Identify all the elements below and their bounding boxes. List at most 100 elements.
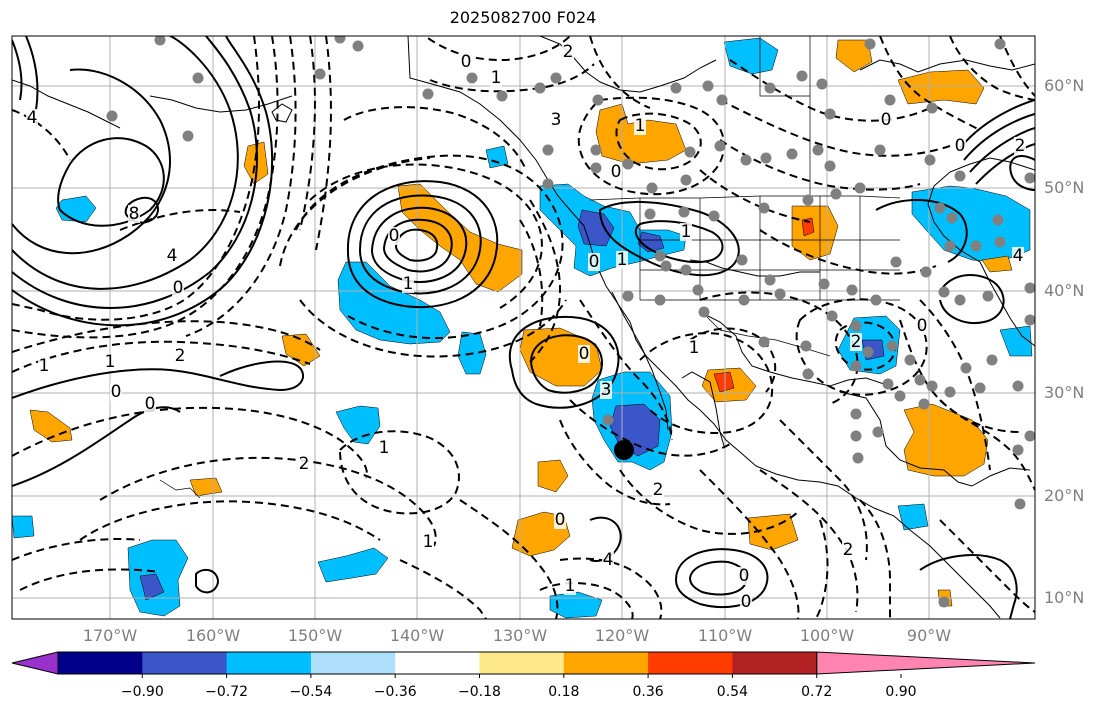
station-marker	[592, 94, 604, 106]
station-marker	[946, 212, 958, 224]
latitude-label: 60°N	[1044, 76, 1085, 95]
colorbar-outline	[57, 651, 818, 675]
shade-pos	[243, 141, 269, 185]
contour-label-background	[564, 577, 576, 595]
contour-label: 2	[851, 332, 862, 352]
colorbar-tick-label: 0.18	[548, 684, 580, 700]
contour-label-background	[1014, 137, 1026, 155]
station-marker	[850, 320, 862, 332]
station-marker	[830, 188, 842, 200]
shade-neg-dark	[139, 573, 165, 601]
station-marker	[886, 340, 898, 352]
contour-label: 0	[173, 278, 184, 298]
contour-label-background	[610, 163, 622, 181]
colorbar-tick-label: −0.36	[373, 684, 417, 700]
station-marker	[954, 170, 966, 182]
shade-neg	[485, 145, 509, 169]
colorbar-bin	[563, 652, 649, 674]
longitude-label: 100°W	[799, 626, 855, 645]
colorbar-tick-label: 0.72	[801, 684, 833, 700]
station-marker	[850, 360, 862, 372]
station-marker	[1024, 314, 1035, 326]
contour-label-background	[562, 43, 574, 61]
coastlines	[12, 36, 1035, 619]
station-marker	[764, 274, 776, 286]
contour-label-background	[172, 279, 184, 297]
contour-label-background	[954, 137, 966, 155]
station-marker	[938, 596, 950, 608]
contour-label: 0	[611, 162, 622, 182]
shade-pos	[903, 403, 989, 477]
contour-label: 1	[689, 338, 700, 358]
station-marker	[352, 40, 364, 52]
contour-label-background	[634, 117, 646, 135]
station-marker	[422, 88, 434, 100]
shade-pos	[281, 333, 321, 367]
station-marker	[934, 202, 946, 214]
shade-pos	[537, 459, 569, 493]
station-marker	[852, 452, 864, 464]
contour-label-background	[144, 395, 156, 413]
colorbar	[11, 651, 1036, 678]
station-marker	[602, 414, 614, 426]
contour-label-background	[550, 111, 562, 129]
station-marker	[714, 140, 726, 152]
station-marker	[802, 194, 814, 206]
station-marker	[698, 306, 710, 318]
station-marker	[764, 82, 776, 94]
contour-label-background	[880, 111, 892, 129]
colorbar-tick-label: 0.54	[716, 684, 748, 700]
station-marker	[846, 284, 858, 296]
longitude-label: 170°W	[82, 626, 138, 645]
contour-label-background	[680, 223, 692, 241]
contour-label: 1	[565, 576, 576, 596]
station-marker	[590, 162, 602, 174]
contour-label: 2	[1015, 136, 1026, 156]
map-title: 2025082700 F024	[449, 8, 597, 27]
station-marker	[864, 38, 876, 50]
contour-label: 1	[491, 68, 502, 88]
station-marker	[496, 90, 508, 102]
contour-label-background	[1012, 247, 1024, 265]
station-marker	[824, 108, 836, 120]
latitude-label: 30°N	[1044, 383, 1085, 402]
contour-label: 0	[389, 226, 400, 246]
shade-pos	[981, 255, 1013, 273]
station-marker	[926, 380, 938, 392]
station-marker	[680, 264, 692, 276]
colorbar-bin	[58, 652, 143, 674]
contour-label-background	[490, 69, 502, 87]
colorbar-tick-label: −0.90	[120, 684, 164, 700]
station-marker	[758, 336, 770, 348]
station-marker	[758, 202, 770, 214]
contour-label: 0	[461, 52, 472, 72]
colorbar-tick-label: −0.18	[458, 684, 501, 700]
shade-pos-strong	[801, 217, 815, 237]
station-marker	[542, 144, 554, 156]
station-marker	[920, 266, 932, 278]
contour-label: 0	[555, 510, 566, 530]
colorbar-tick-label: 0.36	[632, 684, 664, 700]
contour-label: 0	[881, 110, 892, 130]
station-marker	[800, 340, 812, 352]
station-marker	[884, 94, 896, 106]
shade-neg-dark	[637, 231, 665, 253]
station-marker	[918, 398, 930, 410]
longitude-label: 150°W	[287, 626, 343, 645]
colorbar-bin	[142, 652, 228, 674]
station-marker	[314, 68, 326, 80]
station-marker	[904, 354, 916, 366]
shade-pos	[747, 513, 799, 551]
shade-neg	[12, 515, 35, 539]
station-marker	[890, 256, 902, 268]
contour-label: 0	[145, 394, 156, 414]
station-marker	[994, 236, 1006, 248]
longitude-label: 140°W	[389, 626, 445, 645]
contour-label-background	[740, 593, 752, 611]
contour-label-background	[460, 53, 472, 71]
contour-label: 0	[111, 382, 122, 402]
contour-label: 1	[379, 438, 390, 458]
station-marker	[1024, 430, 1035, 442]
map-frame	[11, 35, 1036, 620]
station-marker	[960, 362, 972, 374]
